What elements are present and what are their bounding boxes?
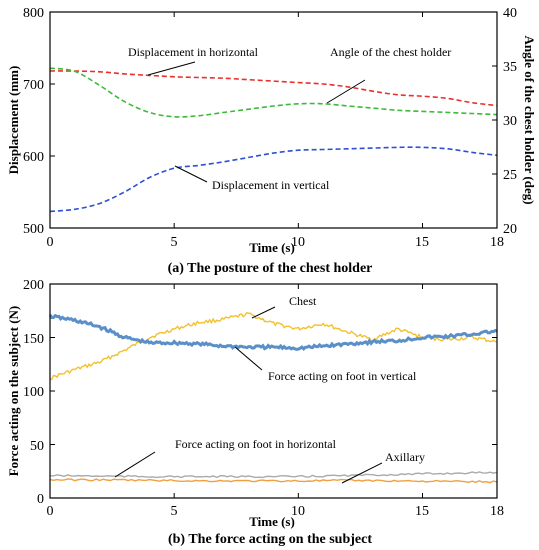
b-caption: (b) The force acting on the subject xyxy=(168,532,372,547)
a-y2tick-35: 35 xyxy=(503,60,517,75)
panel-a-ticks xyxy=(49,11,498,229)
a-leader-horizontal xyxy=(147,61,196,76)
a-xtick-5: 5 xyxy=(171,235,178,250)
a-xtick-15: 15 xyxy=(415,235,429,250)
b-leader-chest xyxy=(251,306,276,319)
b-leader-foot-vertical xyxy=(234,346,263,371)
a-y2tick-40: 40 xyxy=(503,6,517,21)
b-xlabel: Time (s) xyxy=(249,514,295,529)
b-anno-chest: Chest xyxy=(289,294,317,308)
a-caption: (a) The posture of the chest holder xyxy=(168,261,373,276)
panel-b-frame xyxy=(49,283,498,499)
b-anno-foot-horizontal: Force acting on foot in horizontal xyxy=(175,437,337,451)
a-anno-horizontal: Displacement in horizontal xyxy=(128,45,259,59)
b-leader-foot-horizontal xyxy=(114,451,156,478)
a-xtick-0: 0 xyxy=(47,235,54,250)
b-xtick-5: 5 xyxy=(171,504,178,519)
b-leader-axillary xyxy=(341,462,383,484)
panel-a-series xyxy=(49,67,498,213)
panel-a: 0 5 10 15 18 500 600 700 800 20 25 30 35… xyxy=(6,6,537,276)
a-y2label: Angle of the chest holder (deg) xyxy=(522,35,537,204)
series-line-displacement-in-horizontal xyxy=(49,70,498,107)
a-y2tick-25: 25 xyxy=(503,168,517,183)
series-line-angle-of-the-chest-holder xyxy=(49,67,498,118)
panel-b: 0 5 10 15 18 0 50 100 150 200 Time (s) F… xyxy=(6,278,504,547)
a-ytick-700: 700 xyxy=(23,78,44,93)
b-ytick-0: 0 xyxy=(37,492,44,507)
b-ytick-100: 100 xyxy=(23,385,44,400)
b-ytick-50: 50 xyxy=(30,439,44,454)
series-line-force-acting-on-foot-in-horizontal xyxy=(49,471,498,479)
b-anno-foot-vertical: Force acting on foot in vertical xyxy=(268,369,417,383)
b-xtick-15: 15 xyxy=(415,504,429,519)
a-ytick-600: 600 xyxy=(23,150,44,165)
a-leader-vertical xyxy=(174,165,208,183)
series-line-force-acting-on-foot-in-vertical xyxy=(48,313,498,352)
a-y2tick-20: 20 xyxy=(503,222,517,237)
a-anno-vertical: Displacement in vertical xyxy=(212,178,330,192)
b-anno-axillary: Axillary xyxy=(385,450,425,464)
a-ytick-500: 500 xyxy=(23,222,44,237)
series-line-axillary xyxy=(49,478,498,484)
a-xtick-10: 10 xyxy=(291,235,305,250)
a-xtick-18: 18 xyxy=(490,235,504,250)
a-anno-angle: Angle of the chest holder xyxy=(330,45,451,59)
series-line-displacement-in-vertical xyxy=(49,146,498,213)
b-xtick-10: 10 xyxy=(291,504,305,519)
panel-b-series xyxy=(48,311,498,484)
b-xtick-18: 18 xyxy=(490,504,504,519)
a-ytick-800: 800 xyxy=(23,6,44,21)
a-ylabel: Displacement (mm) xyxy=(6,66,21,175)
b-ylabel: Force acting on the subject (N) xyxy=(6,306,21,477)
b-ytick-200: 200 xyxy=(23,278,44,293)
a-leader-angle xyxy=(326,79,366,104)
a-y2tick-30: 30 xyxy=(503,114,517,129)
panel-b-ticks xyxy=(49,283,498,499)
a-xlabel: Time (s) xyxy=(249,240,295,255)
b-ytick-150: 150 xyxy=(23,332,44,347)
b-xtick-0: 0 xyxy=(47,504,54,519)
